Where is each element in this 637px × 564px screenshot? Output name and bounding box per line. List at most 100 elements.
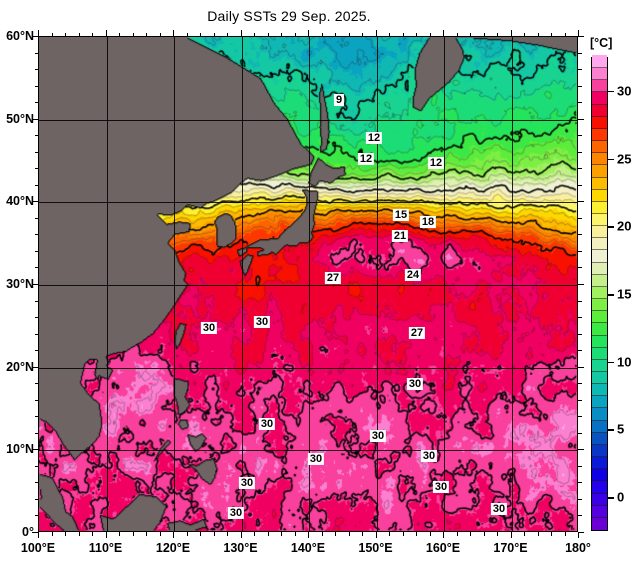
y-axis-tick-right <box>578 201 584 203</box>
x-axis-tick-top <box>510 30 512 36</box>
colorbar-separator <box>592 492 607 494</box>
contour-label: 15 <box>392 209 410 221</box>
x-axis-tick-top <box>443 30 444 36</box>
x-axis-tick <box>294 532 296 536</box>
colorbar-segment <box>592 371 607 385</box>
gridline-vertical <box>107 37 108 531</box>
contour-label: 30 <box>432 481 450 493</box>
gridline-horizontal <box>39 368 577 369</box>
y-axis-tick-right <box>578 515 582 517</box>
x-axis-tick-top <box>186 32 188 36</box>
y-axis-tick <box>32 449 38 451</box>
colorbar-separator <box>592 358 607 360</box>
gridline-vertical <box>242 37 243 531</box>
y-axis-tick <box>34 498 38 500</box>
y-axis-tick-right <box>578 69 582 71</box>
colorbar-tick-label: 20 <box>617 218 632 234</box>
contour-label: 12 <box>365 132 383 144</box>
colorbar-separator <box>592 152 607 154</box>
contour-label: 30 <box>238 477 256 489</box>
x-axis-tick-top <box>564 32 566 36</box>
colorbar-separator <box>592 237 607 239</box>
colorbar-separator <box>592 261 607 263</box>
y-axis-tick-right <box>578 151 582 153</box>
colorbar-segment <box>592 274 607 287</box>
y-axis-tick-right <box>578 366 584 368</box>
y-axis-label: 10°N <box>6 442 34 457</box>
x-axis-tick <box>402 532 404 536</box>
y-axis-tick <box>34 69 38 71</box>
y-axis-tick-right <box>578 350 582 352</box>
colorbar-segment <box>592 201 607 214</box>
y-axis-tick-right <box>578 102 582 104</box>
y-axis-tick <box>32 532 38 533</box>
colorbar-tick-label: 5 <box>617 421 625 437</box>
x-axis-tick-top <box>389 32 390 36</box>
colorbar-segment <box>592 225 607 239</box>
x-axis-tick-top <box>470 32 471 36</box>
x-axis-tick <box>335 532 336 536</box>
x-axis-tick <box>186 532 188 536</box>
y-axis-label: 20°N <box>6 359 34 374</box>
y-axis-tick-right <box>578 168 582 170</box>
x-axis-tick <box>146 532 147 536</box>
contour-label: 30 <box>369 430 387 442</box>
y-axis-tick-right <box>578 300 582 302</box>
contour-label: 30 <box>307 453 325 465</box>
x-axis-tick-top <box>240 30 242 36</box>
colorbar-segment <box>592 395 607 409</box>
contour-label: 30 <box>490 503 508 515</box>
x-axis-tick <box>213 532 215 536</box>
map-plot-area[interactable]: 9 12 12 12 15 18 21 27 24 27 30 30 30 30 30 30 30 30 30 30 3… <box>38 36 578 532</box>
colorbar-separator <box>592 310 607 312</box>
colorbar-separator <box>592 140 607 142</box>
x-axis-tick-top <box>308 30 309 36</box>
colorbar-segment <box>592 67 607 81</box>
x-axis-tick-top <box>159 32 161 36</box>
colorbar-segment <box>592 79 607 93</box>
colorbar-separator <box>592 273 607 275</box>
colorbar-segment <box>592 505 607 518</box>
y-axis-tick-right <box>578 432 582 434</box>
colorbar-gradient <box>591 55 608 531</box>
colorbar-separator <box>592 127 607 129</box>
colorbar-segment <box>592 262 607 275</box>
x-axis-tick-top <box>578 30 579 36</box>
x-axis-tick <box>470 532 471 536</box>
x-axis-tick <box>416 532 417 536</box>
y-axis-tick-right <box>578 36 584 37</box>
y-axis-tick-right <box>578 317 582 319</box>
colorbar-separator <box>592 468 607 470</box>
colorbar-segment <box>592 420 607 433</box>
x-axis-tick-top <box>321 32 323 36</box>
x-axis-tick-top <box>173 30 174 36</box>
colorbar-tick <box>608 429 614 431</box>
colorbar-unit-label: [°C] <box>589 36 614 50</box>
y-axis-tick <box>34 52 38 54</box>
y-axis-tick <box>34 135 38 137</box>
colorbar-segment <box>592 517 607 530</box>
x-axis-label: 150°E <box>358 541 393 555</box>
x-axis-tick <box>38 532 39 538</box>
y-axis-tick <box>34 102 38 104</box>
x-axis-tick-top <box>119 32 120 36</box>
y-axis-tick-right <box>578 250 582 252</box>
x-axis-tick-top <box>267 32 269 36</box>
x-axis-tick-top <box>551 32 552 36</box>
x-axis-tick <box>173 532 174 538</box>
x-axis-label: 130°E <box>223 541 258 555</box>
x-axis-tick <box>119 532 120 536</box>
gridline-horizontal <box>39 285 577 286</box>
gridline-horizontal <box>39 202 577 203</box>
contour-label: 21 <box>391 230 409 242</box>
x-axis-tick-top <box>497 32 498 36</box>
x-axis-tick-top <box>429 32 431 36</box>
colorbar-segment <box>592 444 607 458</box>
y-axis-tick-right <box>578 383 582 385</box>
contour-label: 18 <box>419 216 437 228</box>
colorbar-segment <box>592 249 607 263</box>
y-axis-tick-right <box>578 465 582 467</box>
x-axis-tick-top <box>362 32 363 36</box>
y-axis-label: 40°N <box>6 194 34 209</box>
colorbar[interactable] <box>591 55 608 531</box>
